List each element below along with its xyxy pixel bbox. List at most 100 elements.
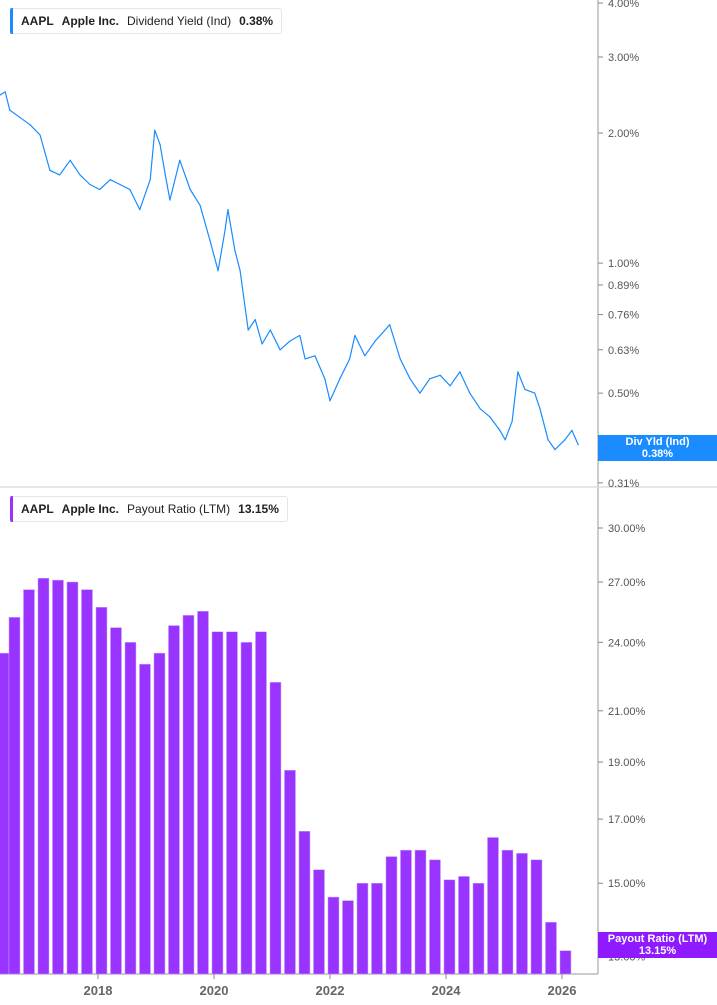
yield-point <box>9 109 11 111</box>
yield-point <box>534 392 536 394</box>
yield-point <box>419 392 421 394</box>
yield-point <box>159 144 161 146</box>
yield-point <box>29 124 31 126</box>
yield-point <box>164 174 166 176</box>
yield-point <box>571 429 573 431</box>
yield-point <box>459 371 461 373</box>
yield-point <box>524 388 526 391</box>
legend-company: Apple Inc. <box>61 14 120 28</box>
legend-metric: Payout Ratio (LTM) <box>127 502 231 516</box>
yield-point <box>224 229 226 232</box>
yield-point <box>364 355 366 357</box>
yield-point <box>554 449 556 451</box>
x-tick-label: 2022 <box>316 983 345 998</box>
payout-bar <box>284 769 296 975</box>
payout-bar <box>197 611 209 975</box>
payout-bar <box>66 581 79 975</box>
bottom-legend: AAPL Apple Inc. Payout Ratio (LTM) 13.15… <box>10 496 288 522</box>
payout-bar <box>487 837 499 975</box>
legend-value: 13.15% <box>238 502 279 516</box>
payout-bar <box>298 831 311 975</box>
y-tick-label: 0.31% <box>608 478 639 490</box>
yield-point <box>547 439 549 441</box>
x-tick-label: 2020 <box>200 983 229 998</box>
payout-bar <box>139 663 151 975</box>
yield-point <box>329 400 331 402</box>
yield-point <box>189 188 191 191</box>
y-tick-label: 15.00% <box>608 878 646 890</box>
yield-point <box>149 179 151 181</box>
y-tick-label: 21.00% <box>608 706 646 718</box>
yield-point <box>389 324 391 326</box>
yield-point <box>449 385 451 387</box>
payout-bar <box>559 950 572 975</box>
yield-point <box>154 129 156 131</box>
yield-point <box>109 179 111 181</box>
yield-point <box>239 270 241 272</box>
payout-bar <box>0 652 10 975</box>
yield-point <box>304 358 306 360</box>
yield-point <box>129 188 131 191</box>
payout-bar <box>530 859 543 975</box>
yield-point <box>339 378 341 380</box>
yield-point <box>517 371 519 373</box>
y-tick-label: 27.00% <box>608 577 646 589</box>
y-tick-label: 0.89% <box>608 280 639 292</box>
yield-point <box>0 94 1 96</box>
payout-bar <box>414 849 427 975</box>
yield-point <box>374 340 376 342</box>
yield-point <box>89 183 91 186</box>
legend-color-bar <box>10 496 13 522</box>
payout-bar <box>458 876 470 975</box>
payout-bar <box>37 577 50 975</box>
y-tick-label: 19.00% <box>608 757 646 769</box>
payout-bar <box>313 869 325 975</box>
y-tick-label: 2.00% <box>608 128 639 140</box>
legend-color-bar <box>10 8 13 34</box>
yield-point <box>439 374 441 376</box>
legend-metric: Dividend Yield (Ind) <box>127 14 232 28</box>
y-tick-label: 4.00% <box>608 0 639 10</box>
yield-point <box>119 183 121 186</box>
yield-point <box>99 188 101 191</box>
payout-bar <box>240 642 253 975</box>
yield-point <box>577 444 579 446</box>
yield-point <box>179 159 181 161</box>
yield-point <box>79 174 81 176</box>
yield-point <box>39 134 41 136</box>
payout-bar <box>327 896 340 975</box>
yield-point <box>261 343 263 345</box>
payout-bar <box>124 642 137 975</box>
yield-point <box>499 429 501 431</box>
yield-point <box>469 392 471 394</box>
payout-bar <box>545 921 557 975</box>
legend-ticker: AAPL <box>21 14 54 28</box>
payout-bar <box>81 589 93 975</box>
payout-bar <box>168 625 180 975</box>
payout-bar <box>52 579 64 975</box>
dividend-yield-line <box>0 91 579 451</box>
tag-value: 0.38% <box>641 448 674 460</box>
y-tick-label: 30.00% <box>608 523 646 535</box>
tag-label: Payout Ratio (LTM) <box>607 933 708 945</box>
payout-bar <box>255 631 267 975</box>
payout-bar <box>95 607 108 975</box>
yield-point <box>49 169 51 171</box>
yield-point <box>169 199 171 201</box>
yield-value-tag: Div Yld (Ind) 0.38% <box>598 435 717 461</box>
yield-point <box>504 439 506 441</box>
top-legend: AAPL Apple Inc. Dividend Yield (Ind) 0.3… <box>10 8 283 34</box>
yield-point <box>349 358 351 360</box>
yield-point <box>254 318 256 321</box>
yield-point <box>539 408 541 410</box>
payout-value-tag: Payout Ratio (LTM) 13.15% <box>598 932 717 958</box>
legend-value: 0.38% <box>239 14 274 28</box>
payout-bar <box>385 856 398 975</box>
payout-bar <box>110 627 122 975</box>
yield-point <box>511 420 513 423</box>
y-tick-label: 0.50% <box>608 388 639 400</box>
yield-point <box>234 249 236 251</box>
yield-point <box>324 378 326 380</box>
yield-point <box>139 208 141 211</box>
yield-point <box>354 334 356 337</box>
